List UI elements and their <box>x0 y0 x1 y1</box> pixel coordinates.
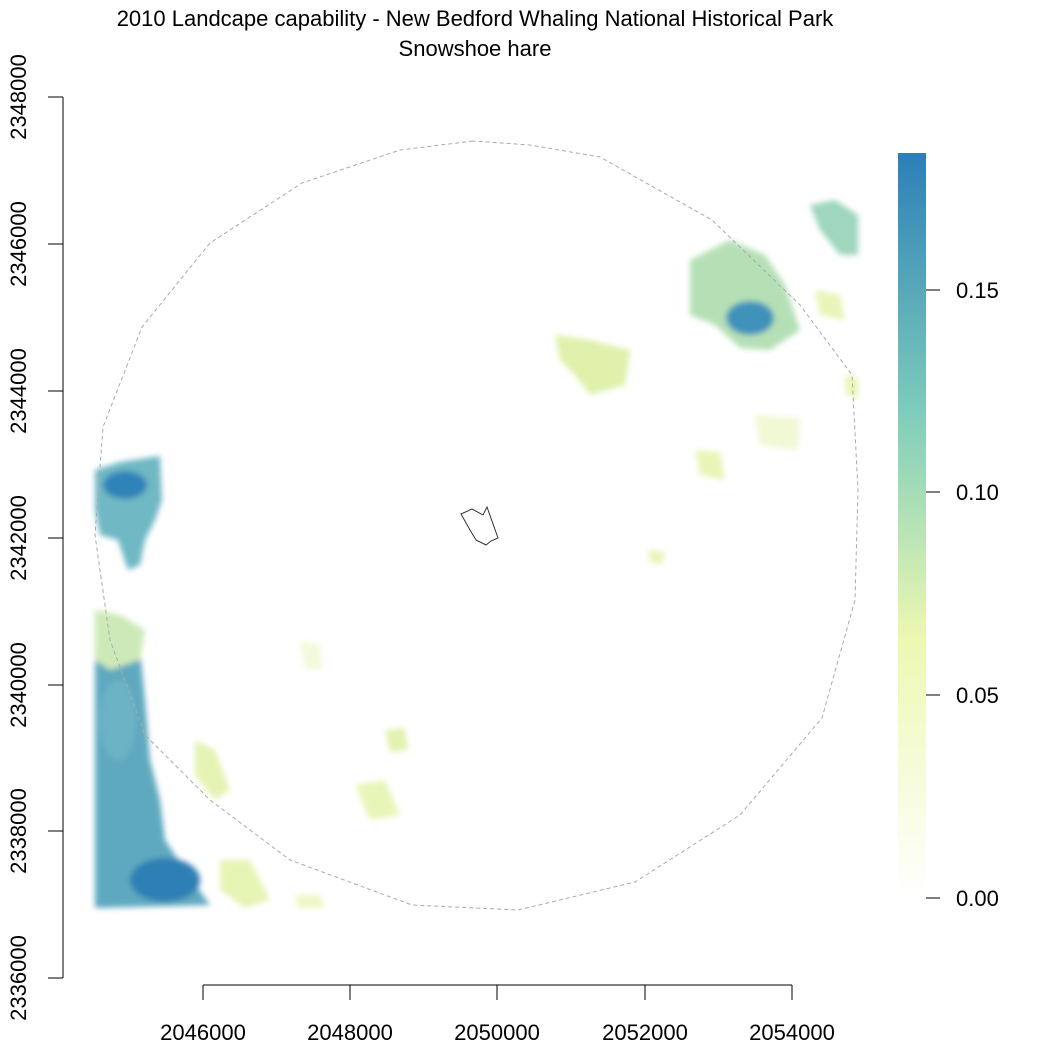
raster-patch-south-4 <box>385 728 408 752</box>
y-tick-label: 2342000 <box>6 495 31 581</box>
raster-patch-south-1 <box>195 740 230 800</box>
raster-patch-south-2 <box>220 860 270 908</box>
x-tick-label: 2050000 <box>454 1020 540 1045</box>
x-axis: 2046000 2048000 2050000 2052000 2054000 <box>160 984 835 1045</box>
raster-patch-northeast-core <box>726 301 774 335</box>
raster-patch-east-edge-2 <box>845 375 858 398</box>
raster-patch-south-3 <box>355 780 400 820</box>
x-tick-label: 2054000 <box>749 1020 835 1045</box>
y-tick-label: 2346000 <box>6 201 31 287</box>
y-tick-label: 2340000 <box>6 642 31 728</box>
raster-patch-west-lower-mid <box>100 680 136 760</box>
x-tick-label: 2048000 <box>307 1020 393 1045</box>
legend-tick-label: 0.05 <box>956 683 999 708</box>
raster-patch-west-upper-core <box>103 471 147 499</box>
buffer-outline <box>94 140 859 911</box>
park-boundary <box>460 505 499 546</box>
legend-tick-label: 0.00 <box>956 886 999 911</box>
y-tick-label: 2344000 <box>6 348 31 434</box>
y-tick-label: 2338000 <box>6 788 31 874</box>
legend: 0.00 0.05 0.10 0.15 <box>898 153 999 911</box>
raster-patch-north-central <box>555 335 630 395</box>
capability-raster <box>95 200 858 908</box>
y-axis: 2348000 2346000 2344000 2342000 2340000 … <box>6 54 64 1021</box>
raster-patch-south-5 <box>295 895 325 908</box>
map-subtitle: Snowshoe hare <box>398 36 552 61</box>
x-tick-label: 2052000 <box>602 1020 688 1045</box>
legend-tick-label: 0.15 <box>956 278 999 303</box>
raster-patch-mid-east <box>755 415 800 450</box>
raster-patch-center-east <box>695 450 725 480</box>
legend-tick-label: 0.10 <box>956 480 999 505</box>
raster-patch-center-small <box>648 550 665 565</box>
legend-colorbar <box>898 153 926 898</box>
raster-patch-far-northeast <box>810 200 858 255</box>
map-title: 2010 Landcape capability - New Bedford W… <box>116 6 834 31</box>
y-tick-label: 2348000 <box>6 54 31 140</box>
raster-patch-south-6 <box>300 640 322 670</box>
y-tick-label: 2336000 <box>6 935 31 1021</box>
raster-patch-west-lower-core <box>130 858 200 902</box>
x-tick-label: 2046000 <box>160 1020 246 1045</box>
raster-patch-east-edge <box>815 290 845 320</box>
